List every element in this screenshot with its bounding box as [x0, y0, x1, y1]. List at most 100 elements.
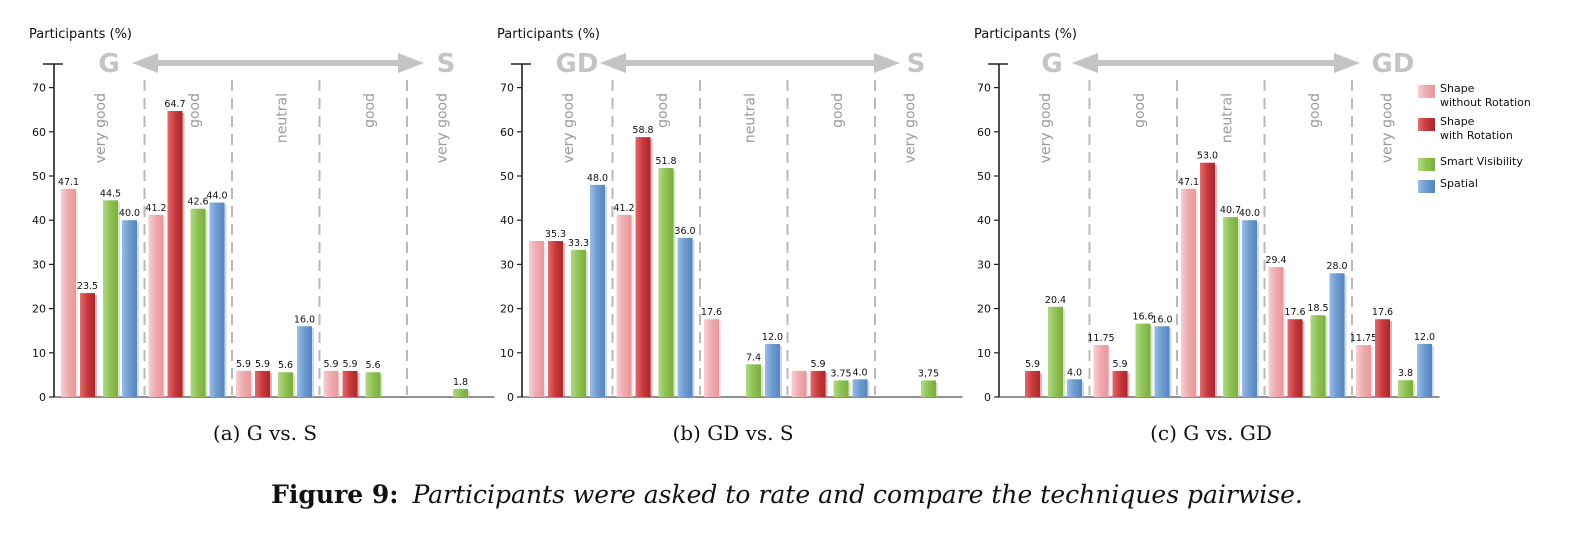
- data-label: 33.3: [568, 238, 589, 249]
- bar: [1112, 370, 1128, 397]
- bar-shadow: [563, 242, 565, 397]
- arrow-left-label: G: [98, 49, 119, 79]
- bar-shadow: [1082, 381, 1084, 397]
- y-tick-label: 0: [984, 391, 991, 404]
- bar: [616, 214, 632, 397]
- y-tick-label: 70: [500, 82, 514, 95]
- data-label: 3.8: [1398, 368, 1413, 379]
- data-label: 53.0: [1197, 151, 1218, 162]
- y-tick-label: 30: [32, 258, 46, 271]
- category-label: good: [362, 93, 378, 128]
- legend-swatch: [1418, 85, 1435, 98]
- bar: [765, 343, 780, 397]
- bar-shadow: [137, 222, 139, 397]
- data-label: 5.9: [1025, 359, 1040, 370]
- data-label: 5.6: [365, 360, 380, 371]
- y-tick-label: 60: [500, 126, 514, 139]
- bar: [148, 214, 164, 397]
- comparison-arrow-right-head: [1334, 53, 1360, 73]
- bar: [658, 168, 674, 397]
- bar-shadow: [631, 216, 634, 397]
- y-tick-label: 50: [977, 170, 991, 183]
- arrow-right-label: S: [907, 49, 926, 79]
- bar-shadow: [1127, 372, 1130, 397]
- bar: [80, 293, 95, 397]
- bar: [297, 326, 312, 397]
- comparison-arrow-left-head: [1072, 53, 1098, 73]
- legend-item: Spatial: [1418, 177, 1478, 193]
- y-tick-label: 0: [507, 391, 514, 404]
- bar-shadow: [1371, 347, 1373, 397]
- bar-shadow: [251, 372, 253, 397]
- data-label: 35.3: [545, 229, 566, 240]
- arrow-right-label: S: [437, 49, 456, 79]
- caption-label: Figure 9:: [271, 480, 398, 509]
- bar: [1181, 188, 1196, 397]
- category-label: good: [187, 93, 203, 128]
- bar: [704, 319, 719, 397]
- category-label: good: [1132, 93, 1148, 128]
- bar: [746, 364, 761, 397]
- data-label: 5.9: [342, 359, 357, 370]
- y-tick-label: 60: [977, 126, 991, 139]
- bar: [529, 240, 544, 397]
- y-tick-label: 20: [32, 303, 46, 316]
- y-tick-label: 40: [32, 214, 46, 227]
- bar-shadow: [806, 372, 809, 397]
- bar-shadow: [761, 366, 763, 397]
- bar-shadow: [270, 372, 272, 397]
- arrow-left-label: GD: [556, 49, 599, 79]
- chart-3: Participants (%) 0 10 20 30 40 50 60 70 G GD very g…: [974, 27, 1440, 445]
- bar: [1268, 267, 1284, 397]
- bar-shadow: [76, 190, 78, 397]
- y-tick-label: 40: [977, 214, 991, 227]
- bar-shadow: [780, 345, 782, 397]
- bar: [791, 370, 807, 397]
- data-label: 44.0: [206, 191, 227, 202]
- bar-shadow: [380, 374, 383, 397]
- bar-shadow: [1040, 372, 1042, 397]
- data-label: 40.7: [1220, 205, 1241, 216]
- y-tick-label: 10: [977, 347, 991, 360]
- data-label: 3.75: [830, 368, 851, 379]
- bar-shadow: [719, 321, 721, 397]
- y-axis-label: Participants (%): [497, 27, 600, 42]
- bar-shadow: [1063, 308, 1065, 397]
- svg-text:Figure 9: Participants w: Figure 9: Participants were asked to rat…: [271, 480, 1303, 509]
- y-tick-label: 60: [32, 126, 46, 139]
- bar-shadow: [205, 210, 208, 397]
- caption-text: Participants were asked to rate and comp…: [411, 480, 1302, 509]
- data-label: 40.0: [119, 208, 140, 219]
- bar: [278, 372, 293, 397]
- bar-shadow: [1325, 317, 1328, 397]
- bar-shadow: [118, 202, 120, 397]
- bar: [1417, 343, 1432, 397]
- bar: [365, 372, 381, 397]
- bar: [1287, 319, 1303, 397]
- bar: [190, 208, 206, 397]
- data-label: 36.0: [674, 226, 695, 237]
- bar-shadow: [312, 328, 314, 397]
- bar: [103, 200, 118, 397]
- y-tick-label: 30: [977, 258, 991, 271]
- data-label: 28.0: [1326, 261, 1347, 272]
- category-label: very good: [434, 93, 450, 163]
- data-label: 64.7: [164, 99, 185, 110]
- bar-shadow: [338, 372, 341, 397]
- data-label: 5.9: [323, 359, 338, 370]
- bar-shadow: [673, 170, 676, 397]
- data-label: 7.4: [746, 352, 761, 363]
- category-label: good: [830, 93, 846, 128]
- bar-shadow: [1413, 382, 1415, 397]
- bar-shadow: [848, 382, 851, 397]
- comparison-arrow-right-head: [874, 53, 900, 73]
- bar: [590, 184, 605, 397]
- bar: [236, 370, 251, 397]
- bar-shadow: [1169, 328, 1172, 397]
- legend-swatch: [1418, 180, 1435, 193]
- bar-shadow: [936, 382, 938, 397]
- bar-shadow: [1390, 321, 1392, 397]
- category-label: neutral: [274, 93, 290, 143]
